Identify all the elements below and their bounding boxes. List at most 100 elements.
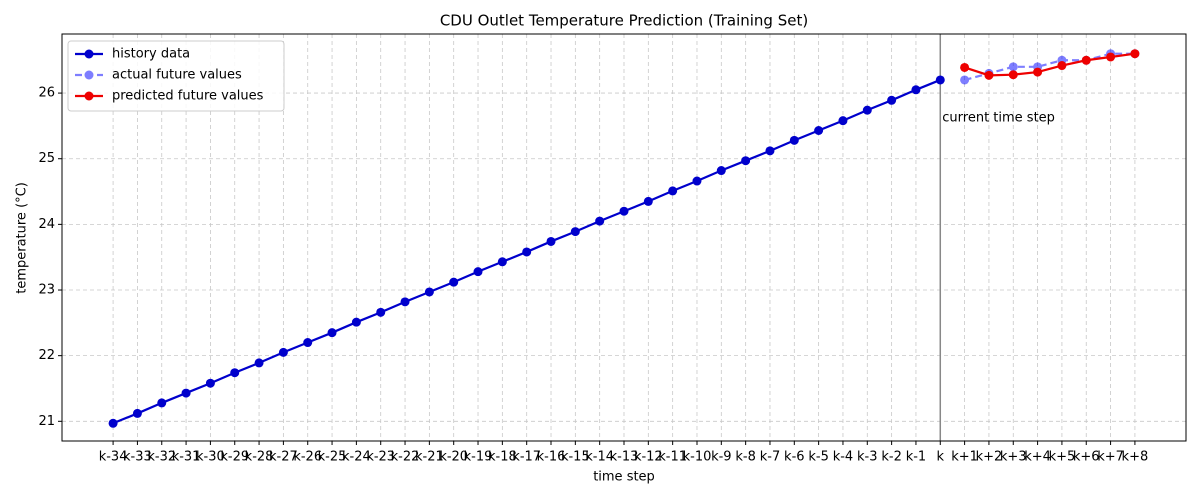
marker — [960, 75, 970, 85]
legend-marker — [84, 49, 94, 59]
marker — [351, 317, 361, 327]
marker — [181, 388, 191, 398]
marker — [546, 236, 556, 246]
x-tick-label: k+5 — [1049, 450, 1076, 465]
x-tick-label: k-32 — [147, 450, 176, 465]
y-tick-label: 24 — [38, 217, 55, 232]
marker — [838, 116, 848, 126]
legend-label: history data — [112, 47, 190, 62]
x-tick-label: k-12 — [634, 450, 663, 465]
marker — [278, 347, 288, 357]
x-tick-label: k+1 — [951, 450, 978, 465]
x-tick-label: k-17 — [512, 450, 541, 465]
x-tick-label: k-29 — [220, 450, 249, 465]
series — [960, 49, 1140, 80]
x-tick-label: k-10 — [683, 450, 712, 465]
legend-marker — [84, 70, 94, 80]
x-tick-label: k-13 — [610, 450, 639, 465]
marker — [522, 247, 532, 257]
x-tick-label: k+2 — [976, 450, 1003, 465]
marker — [205, 378, 215, 388]
x-tick-label: k — [937, 450, 945, 465]
legend-label: actual future values — [112, 68, 242, 83]
y-axis-label: temperature (°C) — [15, 182, 30, 294]
x-tick-label: k-34 — [99, 450, 128, 465]
marker — [668, 186, 678, 196]
plot-frame — [61, 33, 1187, 442]
marker — [935, 75, 945, 85]
marker — [789, 135, 799, 145]
legend-box — [67, 40, 285, 112]
legend-key — [75, 91, 103, 101]
marker — [960, 62, 970, 72]
x-axis-label: time step — [593, 470, 655, 485]
x-tick-label: k-9 — [711, 450, 732, 465]
marker — [862, 105, 872, 115]
marker — [716, 166, 726, 176]
marker — [303, 338, 313, 348]
x-tick-label: k-20 — [439, 450, 468, 465]
marker — [887, 95, 897, 105]
x-tick-label: k-19 — [464, 450, 493, 465]
x-tick-label: k+3 — [1000, 450, 1027, 465]
x-tick-label: k-14 — [585, 450, 614, 465]
x-tick-label: k+7 — [1097, 450, 1124, 465]
x-tick-label: k-18 — [488, 450, 517, 465]
y-tick-label: 26 — [38, 86, 55, 101]
y-tick-label: 22 — [38, 348, 55, 363]
marker — [595, 216, 605, 226]
series — [108, 75, 945, 428]
x-tick-label: k+6 — [1073, 450, 1100, 465]
chart-title: CDU Outlet Temperature Prediction (Train… — [440, 12, 808, 30]
marker — [1130, 49, 1140, 59]
annotation: current time step — [942, 111, 1055, 126]
x-tick-label: k-3 — [857, 450, 878, 465]
marker — [570, 227, 580, 237]
x-tick-label: k-7 — [760, 450, 781, 465]
marker — [1106, 52, 1116, 62]
legend-marker — [84, 91, 94, 101]
marker — [1008, 70, 1018, 80]
marker — [424, 287, 434, 297]
marker — [911, 85, 921, 95]
marker — [1033, 67, 1043, 77]
marker — [473, 267, 483, 277]
y-tick-label: 21 — [38, 414, 55, 429]
marker — [643, 196, 653, 206]
marker — [132, 408, 142, 418]
legend-key — [75, 49, 103, 59]
legend-label: predicted future values — [112, 89, 264, 104]
marker — [1081, 55, 1091, 65]
x-tick-label: k-26 — [293, 450, 322, 465]
x-tick-label: k-5 — [808, 450, 829, 465]
marker — [814, 125, 824, 135]
marker — [327, 328, 337, 338]
y-tick-label: 25 — [38, 151, 55, 166]
marker — [157, 398, 167, 408]
marker — [1057, 61, 1067, 71]
x-tick-label: k-22 — [391, 450, 420, 465]
legend-key — [75, 70, 103, 80]
x-tick-label: k-23 — [366, 450, 395, 465]
marker — [741, 156, 751, 166]
x-tick-label: k-24 — [342, 450, 371, 465]
x-tick-label: k-27 — [269, 450, 298, 465]
x-tick-label: k-8 — [735, 450, 756, 465]
marker — [400, 297, 410, 307]
marker — [449, 277, 459, 287]
x-tick-label: k-16 — [537, 450, 566, 465]
marker — [1008, 62, 1018, 72]
x-tick-label: k-6 — [784, 450, 805, 465]
x-tick-label: k+4 — [1024, 450, 1051, 465]
marker — [692, 176, 702, 186]
x-tick-label: k-31 — [172, 450, 201, 465]
marker — [376, 307, 386, 317]
marker — [108, 418, 118, 428]
x-tick-label: k-33 — [123, 450, 152, 465]
x-tick-label: k-30 — [196, 450, 225, 465]
marker — [984, 70, 994, 80]
x-tick-label: k-15 — [561, 450, 590, 465]
marker — [619, 206, 629, 216]
y-tick-label: 23 — [38, 283, 55, 298]
